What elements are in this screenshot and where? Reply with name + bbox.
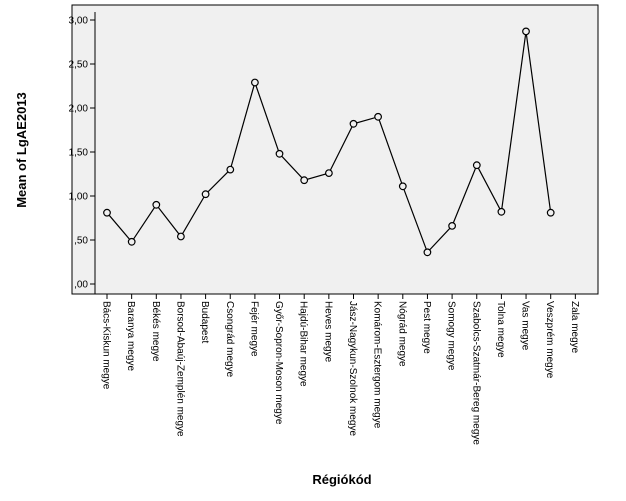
y-axis-title: Mean of LgAE2013 (14, 92, 29, 208)
x-tick-label: Nógrád megye (396, 301, 407, 367)
x-tick-label: Baranya megye (125, 301, 136, 371)
x-tick-label: Veszprém megye (544, 301, 555, 379)
x-axis: Bács-Kiskun megye Baranya megye Békés megy… (95, 293, 598, 445)
y-tick-label: 3,00 (69, 16, 89, 27)
y-tick-label: 1,00 (69, 192, 89, 203)
data-point (152, 200, 161, 209)
x-tick-label: Komárom-Esztergom megye (372, 301, 383, 429)
data-point (497, 207, 506, 216)
y-axis: ,00 ,50 1,00 1,50 2,00 2,50 3,00 (69, 12, 96, 294)
data-point (226, 165, 235, 174)
data-point (127, 237, 136, 246)
plot-area (71, 4, 599, 295)
y-tick-label: 1,50 (69, 148, 89, 159)
y-tick-label: 2,50 (69, 60, 89, 71)
data-point (448, 221, 457, 230)
x-tick-label: Csongrád megye (224, 301, 235, 378)
x-tick-label: Bács-Kiskun megye (101, 301, 112, 390)
data-point (201, 190, 210, 199)
data-point (472, 161, 481, 170)
data-point (522, 27, 530, 36)
data-point (374, 112, 383, 121)
x-tick-label: Tolna megye (495, 301, 506, 358)
data-point (398, 182, 407, 191)
data-point (423, 248, 432, 257)
x-tick-label: Győr-Sopron-Moson megye (273, 301, 284, 425)
x-tick-label: Somogy megye (446, 301, 457, 371)
x-tick-label: Borsod-Abaúj-Zemplén megye (174, 301, 185, 437)
data-point (275, 149, 284, 158)
data-point (349, 119, 358, 128)
x-tick-label: Zala megye (569, 301, 580, 354)
x-tick-label: Pest megye (421, 301, 432, 354)
x-tick-label: Fejér megye (248, 301, 259, 357)
data-point (325, 169, 333, 178)
data-point (103, 208, 111, 217)
series-line (103, 27, 555, 257)
x-tick-label: Szabolcs-Szatmár-Bereg megye (470, 301, 481, 445)
x-tick-label: Heves megye (322, 301, 333, 363)
data-point (300, 176, 309, 185)
data-point (250, 78, 259, 87)
x-tick-label: Hajdú-Bihar megye (298, 301, 309, 387)
x-tick-label: Békés megye (150, 301, 161, 362)
x-tick-label: Vas megye (520, 301, 531, 351)
x-tick-label: Jász-Nagykun-Szolnok megye (347, 301, 358, 436)
x-axis-title: Régiókód (312, 472, 371, 487)
y-tick-label: ,50 (74, 236, 88, 247)
y-tick-label: ,00 (74, 280, 88, 291)
data-point (546, 208, 555, 217)
x-tick-label: Budapest (199, 301, 210, 343)
data-point (176, 232, 185, 241)
y-tick-label: 2,00 (69, 104, 89, 115)
